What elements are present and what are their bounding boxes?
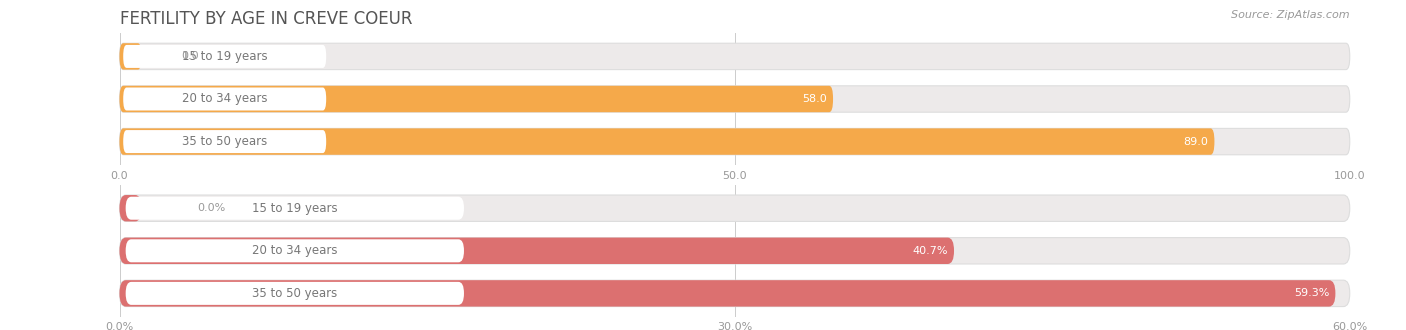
FancyBboxPatch shape bbox=[120, 195, 1350, 221]
FancyBboxPatch shape bbox=[120, 128, 1350, 155]
FancyBboxPatch shape bbox=[120, 280, 1350, 307]
Text: 20 to 34 years: 20 to 34 years bbox=[252, 244, 337, 257]
Text: FERTILITY BY AGE IN CREVE COEUR: FERTILITY BY AGE IN CREVE COEUR bbox=[120, 10, 412, 28]
FancyBboxPatch shape bbox=[120, 43, 142, 70]
Text: 35 to 50 years: 35 to 50 years bbox=[252, 287, 337, 300]
Text: 15 to 19 years: 15 to 19 years bbox=[181, 50, 267, 63]
Text: 89.0: 89.0 bbox=[1184, 137, 1208, 147]
FancyBboxPatch shape bbox=[124, 45, 326, 68]
Text: 0.0%: 0.0% bbox=[197, 203, 226, 213]
Text: 59.3%: 59.3% bbox=[1294, 288, 1329, 298]
Text: 0.0: 0.0 bbox=[181, 51, 198, 61]
Text: 20 to 34 years: 20 to 34 years bbox=[181, 92, 267, 106]
FancyBboxPatch shape bbox=[124, 130, 326, 153]
Text: Source: ZipAtlas.com: Source: ZipAtlas.com bbox=[1232, 10, 1350, 20]
FancyBboxPatch shape bbox=[125, 197, 464, 220]
FancyBboxPatch shape bbox=[120, 280, 1336, 307]
Text: 58.0: 58.0 bbox=[803, 94, 827, 104]
FancyBboxPatch shape bbox=[120, 128, 1215, 155]
Text: 35 to 50 years: 35 to 50 years bbox=[181, 135, 267, 148]
FancyBboxPatch shape bbox=[120, 238, 955, 264]
FancyBboxPatch shape bbox=[125, 282, 464, 305]
FancyBboxPatch shape bbox=[120, 86, 832, 112]
FancyBboxPatch shape bbox=[120, 238, 1350, 264]
Text: 40.7%: 40.7% bbox=[912, 246, 948, 256]
FancyBboxPatch shape bbox=[125, 239, 464, 262]
FancyBboxPatch shape bbox=[120, 86, 1350, 112]
Text: 15 to 19 years: 15 to 19 years bbox=[252, 202, 337, 215]
FancyBboxPatch shape bbox=[120, 195, 142, 221]
FancyBboxPatch shape bbox=[120, 43, 1350, 70]
FancyBboxPatch shape bbox=[124, 87, 326, 111]
